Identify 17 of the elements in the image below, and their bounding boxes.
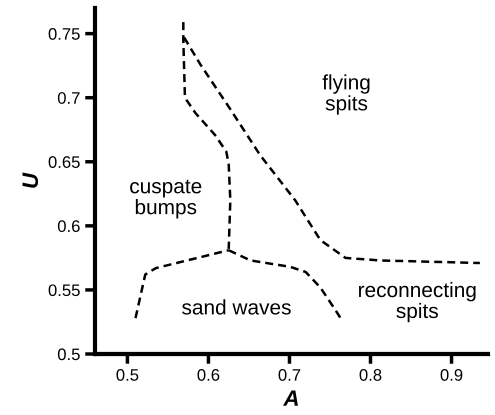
y-tick-label: 0.5 bbox=[58, 348, 80, 360]
y-tick-label: 0.55 bbox=[48, 284, 80, 296]
x-tick-label: 0.5 bbox=[116, 369, 138, 381]
annotation: cuspate bumps bbox=[130, 180, 202, 218]
annotation: sand waves bbox=[182, 299, 291, 315]
y-tick-label: 0.65 bbox=[48, 156, 80, 168]
y-tick-label: 0.6 bbox=[58, 220, 80, 232]
y-tick-label: 0.75 bbox=[48, 28, 80, 40]
x-tick-label: 0.6 bbox=[198, 369, 220, 381]
annotation: reconnecting spits bbox=[359, 282, 476, 322]
x-tick-label: 0.8 bbox=[360, 369, 382, 381]
y-axis-title: U bbox=[22, 172, 38, 188]
y-tick-label: 0.7 bbox=[58, 92, 80, 104]
x-axis-title: A bbox=[283, 390, 298, 406]
x-tick-label: 0.7 bbox=[278, 369, 300, 381]
x-tick-label: 0.9 bbox=[440, 369, 462, 381]
annotation: flying spits bbox=[322, 74, 370, 115]
